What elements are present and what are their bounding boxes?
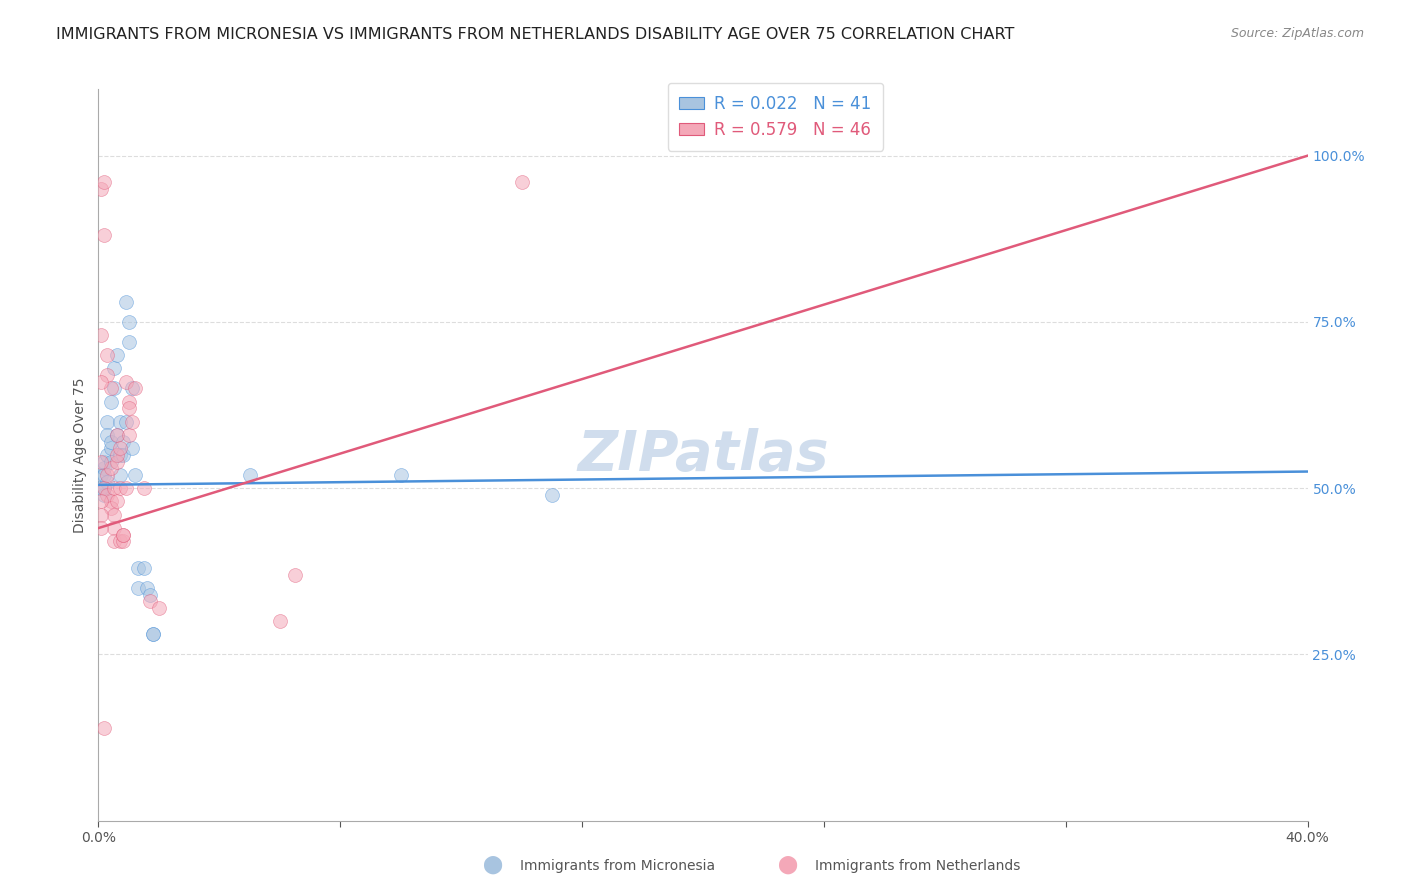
Point [93, 454, 115, 468]
Point [100, 381, 122, 395]
Point [100, 394, 122, 409]
Point [239, 467, 262, 482]
Point [90, 494, 112, 508]
Point [108, 448, 131, 462]
Text: Immigrants from Netherlands: Immigrants from Netherlands [815, 859, 1021, 872]
Point [90, 481, 112, 495]
Text: Source: ZipAtlas.com: Source: ZipAtlas.com [1230, 27, 1364, 40]
Point [96, 488, 118, 502]
Point [148, 600, 170, 615]
Point [121, 415, 143, 429]
Point [96, 467, 118, 482]
Point [118, 394, 141, 409]
Point [93, 721, 115, 735]
Point [118, 428, 141, 442]
Point [114, 481, 136, 495]
Point [93, 488, 115, 502]
Point [100, 454, 122, 468]
Point [118, 315, 141, 329]
Text: ⬤: ⬤ [778, 855, 797, 874]
Point [96, 475, 118, 489]
Text: ZIPatlas: ZIPatlas [578, 428, 828, 482]
Point [105, 348, 128, 362]
Point [103, 508, 125, 522]
Point [105, 494, 128, 508]
Text: IMMIGRANTS FROM MICRONESIA VS IMMIGRANTS FROM NETHERLANDS DISABILITY AGE OVER 75: IMMIGRANTS FROM MICRONESIA VS IMMIGRANTS… [56, 27, 1015, 42]
Point [108, 534, 131, 549]
Point [96, 428, 118, 442]
Point [111, 527, 134, 541]
Text: ⬤: ⬤ [482, 855, 502, 874]
Point [96, 348, 118, 362]
Point [100, 434, 122, 449]
Point [103, 381, 125, 395]
Point [269, 614, 291, 628]
Point [540, 488, 562, 502]
Point [389, 467, 412, 482]
Point [111, 448, 134, 462]
Point [100, 501, 122, 516]
Point [142, 627, 165, 641]
Point [103, 534, 125, 549]
Point [135, 581, 157, 595]
Point [111, 434, 134, 449]
Point [121, 381, 143, 395]
Y-axis label: Disability Age Over 75: Disability Age Over 75 [73, 377, 87, 533]
Point [90, 521, 112, 535]
Point [103, 361, 125, 376]
Point [100, 461, 122, 475]
Text: Immigrants from Micronesia: Immigrants from Micronesia [520, 859, 716, 872]
Point [139, 594, 162, 608]
Point [118, 401, 141, 416]
Point [90, 454, 112, 468]
Point [96, 415, 118, 429]
Point [510, 175, 533, 189]
Point [103, 481, 125, 495]
Point [127, 581, 149, 595]
Point [121, 442, 143, 456]
Point [100, 442, 122, 456]
Point [90, 508, 112, 522]
Point [114, 415, 136, 429]
Point [108, 467, 131, 482]
Point [132, 481, 155, 495]
Point [124, 381, 146, 395]
Point [93, 461, 115, 475]
Point [90, 328, 112, 343]
Point [90, 467, 112, 482]
Point [105, 454, 128, 468]
Point [90, 182, 112, 196]
Point [93, 175, 115, 189]
Point [93, 228, 115, 243]
Point [142, 627, 165, 641]
Point [132, 561, 155, 575]
Point [118, 334, 141, 349]
Point [127, 561, 149, 575]
Point [96, 448, 118, 462]
Point [284, 567, 307, 582]
Point [139, 588, 162, 602]
Point [124, 467, 146, 482]
Point [93, 481, 115, 495]
Point [108, 415, 131, 429]
Point [111, 534, 134, 549]
Point [93, 481, 115, 495]
Point [108, 442, 131, 456]
Point [105, 428, 128, 442]
Point [114, 375, 136, 389]
Point [90, 375, 112, 389]
Point [108, 481, 131, 495]
Point [103, 521, 125, 535]
Point [114, 295, 136, 310]
Point [105, 428, 128, 442]
Point [105, 448, 128, 462]
Point [96, 368, 118, 383]
Point [111, 527, 134, 541]
Point [100, 494, 122, 508]
Point [93, 467, 115, 482]
Legend: R = 0.022   N = 41, R = 0.579   N = 46: R = 0.022 N = 41, R = 0.579 N = 46 [668, 83, 883, 151]
